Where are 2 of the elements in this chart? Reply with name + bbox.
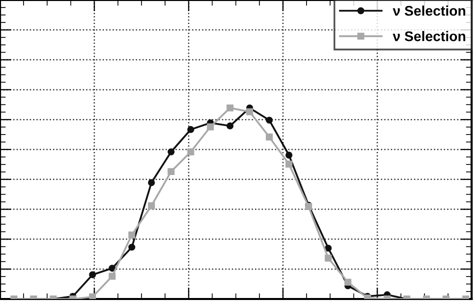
legend-label: ν Selection xyxy=(392,6,466,16)
legend-label: ν Selection xyxy=(392,31,466,42)
